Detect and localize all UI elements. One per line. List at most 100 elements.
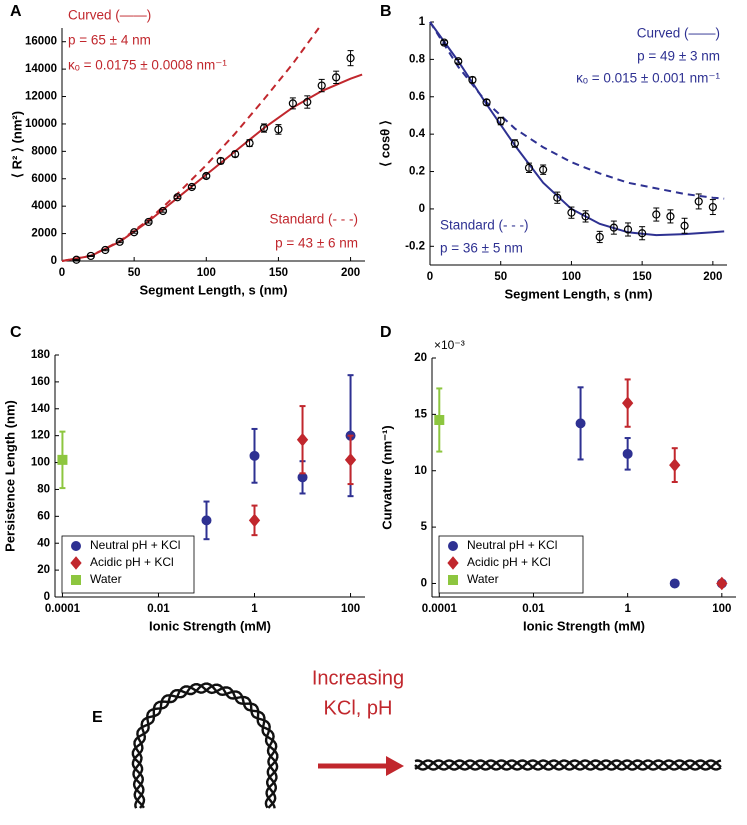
point xyxy=(202,171,211,181)
point xyxy=(158,206,168,216)
error-bar xyxy=(667,209,674,224)
error-bar xyxy=(87,254,94,257)
y-tick-label: 12000 xyxy=(25,91,57,103)
error-bar xyxy=(347,50,354,67)
point xyxy=(245,139,254,148)
x-tick-label: 100 xyxy=(562,271,581,283)
point xyxy=(496,116,505,126)
annotation: Standard (- - -) xyxy=(440,218,529,233)
point xyxy=(288,99,297,108)
y-tick-label: 20 xyxy=(37,564,50,576)
point xyxy=(248,513,261,528)
point xyxy=(115,237,124,246)
error-bar xyxy=(653,207,660,222)
point xyxy=(708,202,717,212)
x-axis-label: Segment Length, s (nm) xyxy=(504,286,652,301)
y-axis-label: ⟨ R² ⟩ (nm²) xyxy=(9,111,24,178)
x-tick-label: 50 xyxy=(494,271,507,283)
error-bar xyxy=(73,258,80,261)
y-tick-label: 0.4 xyxy=(409,128,426,140)
error-bar xyxy=(102,248,109,252)
point xyxy=(332,73,341,82)
x-tick-label: 1 xyxy=(624,603,631,615)
x-tick-label: 1 xyxy=(251,603,258,615)
error-bar xyxy=(639,226,646,241)
y-tick-label: 15 xyxy=(414,408,427,420)
fit-line xyxy=(429,21,725,200)
y-tick-label: 10000 xyxy=(25,118,57,130)
y-tick-label: 8000 xyxy=(31,145,57,157)
panel-label: B xyxy=(380,3,392,20)
legend-label: Acidic pH + KCl xyxy=(90,555,174,569)
y-tick-label: 0 xyxy=(51,255,57,267)
annotation: κₒ = 0.0175 ± 0.0008 nm⁻¹ xyxy=(68,58,227,73)
y-tick-label: 40 xyxy=(37,537,50,549)
point xyxy=(201,515,212,526)
point xyxy=(581,212,590,221)
y-tick-label: 80 xyxy=(37,483,50,495)
y-tick-label: 14000 xyxy=(25,63,57,75)
y-tick-label: 10 xyxy=(414,465,427,477)
y-tick-label: 60 xyxy=(37,510,50,522)
error-bar xyxy=(188,184,195,190)
point xyxy=(274,125,283,134)
y-tick-label: 2000 xyxy=(31,228,57,240)
point xyxy=(86,251,95,261)
point xyxy=(623,225,633,234)
point xyxy=(652,210,661,219)
legend-label: Water xyxy=(467,572,499,586)
y-axis-label: Persistence Length (nm) xyxy=(2,400,17,552)
strand xyxy=(132,682,278,809)
x-tick-label: 50 xyxy=(128,267,141,279)
panel-label: E xyxy=(92,709,103,726)
error-bar xyxy=(695,193,702,210)
x-axis-label: Segment Length, s (nm) xyxy=(139,282,287,297)
annotation: Curved (——) xyxy=(637,26,720,41)
y-tick-label: 0 xyxy=(421,578,427,590)
point xyxy=(567,208,576,217)
x-tick-label: 100 xyxy=(712,603,731,615)
point xyxy=(595,232,604,242)
panel-label: C xyxy=(10,324,22,341)
point xyxy=(680,221,689,230)
point xyxy=(621,396,634,410)
point xyxy=(716,576,728,591)
legend-marker xyxy=(447,556,459,570)
y-tick-label: 0.8 xyxy=(409,53,426,65)
y-tick-label: 0 xyxy=(419,203,425,215)
x-tick-label: 0 xyxy=(427,271,433,283)
x-tick-label: 200 xyxy=(341,267,360,279)
point xyxy=(101,245,110,255)
y-tick-label: -0.2 xyxy=(405,240,425,252)
error-bar xyxy=(333,70,340,85)
panel-label: A xyxy=(10,3,22,20)
y-tick-label: 160 xyxy=(31,376,50,388)
fit-line xyxy=(61,73,363,262)
x-tick-label: 0.0001 xyxy=(422,603,458,615)
point xyxy=(482,98,491,107)
point xyxy=(173,193,182,202)
point xyxy=(57,454,68,465)
legend-box xyxy=(438,535,584,594)
y-axis-label: ⟨ cosθ ⟩ xyxy=(377,120,392,167)
legend-marker xyxy=(71,575,81,585)
legend-label: Neutral pH + KCl xyxy=(467,538,557,552)
point xyxy=(510,139,519,148)
point xyxy=(638,229,647,238)
y-tick-label: 180 xyxy=(31,349,50,361)
point xyxy=(440,38,449,47)
strand xyxy=(414,759,722,771)
error-bar xyxy=(116,240,123,244)
x-tick-label: 0 xyxy=(59,267,65,279)
point xyxy=(259,123,269,133)
error-bar xyxy=(709,199,716,216)
y-tick-label: 0.6 xyxy=(409,91,425,103)
arrow-label: Increasing xyxy=(312,667,404,689)
x-tick-label: 150 xyxy=(633,271,652,283)
error-bar xyxy=(261,123,267,133)
error-bar xyxy=(160,209,166,213)
point xyxy=(553,193,562,202)
y-tick-label: 1 xyxy=(419,16,426,28)
